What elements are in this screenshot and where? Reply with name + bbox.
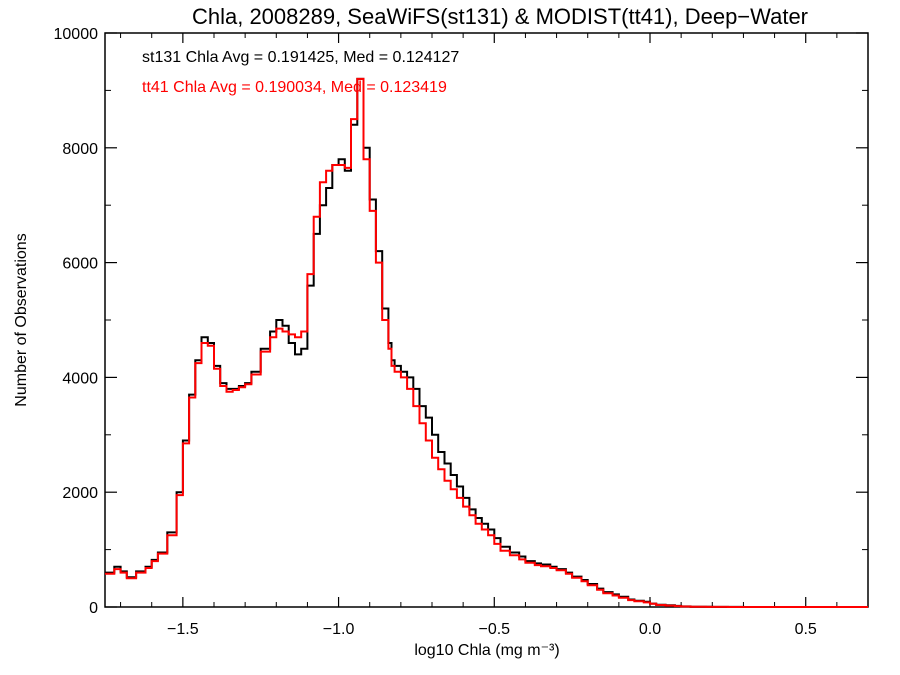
y-tick-label: 2000: [62, 485, 98, 502]
x-tick-label: −0.5: [478, 621, 510, 638]
x-tick-label: 0.0: [639, 621, 661, 638]
y-tick-label: 10000: [54, 26, 99, 43]
y-axis-label: Number of Observations: [13, 233, 30, 406]
x-tick-label: −1.5: [167, 621, 199, 638]
y-tick-label: 0: [89, 600, 98, 617]
y-tick-label: 8000: [62, 141, 98, 158]
plot-frame: [104, 32, 869, 608]
x-tick-label: 0.5: [795, 621, 817, 638]
x-axis-ticks: −1.5 −1.0 −0.5 0.0 0.5: [120, 33, 869, 638]
st131-histogram-line: [105, 77, 868, 608]
y-tick-label: 4000: [62, 370, 98, 387]
x-tick-label: −1.0: [323, 621, 355, 638]
x-axis-label: log10 Chla (mg m⁻³): [414, 642, 559, 659]
chart-title: Chla, 2008289, SeaWiFS(st131) & MODIST(t…: [192, 4, 808, 29]
series-layer: [105, 77, 868, 608]
y-axis-ticks: 0 2000 4000 6000 8000 10000: [54, 26, 868, 617]
y-tick-label: 6000: [62, 256, 98, 273]
st131-stats-annotation: st131 Chla Avg = 0.191425, Med = 0.12412…: [142, 49, 459, 66]
tt41-stats-annotation: tt41 Chla Avg = 0.190034, Med = 0.123419: [142, 79, 447, 96]
tt41-histogram-line: [105, 77, 868, 608]
